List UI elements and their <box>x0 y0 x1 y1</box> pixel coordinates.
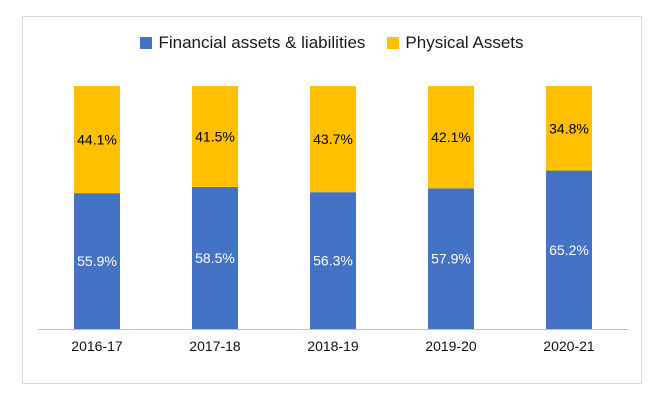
legend-swatch-physical <box>387 37 400 49</box>
legend-item-financial: Financial assets & liabilities <box>140 33 365 53</box>
data-label-financial-2018-19: 56.3% <box>313 253 353 269</box>
x-tick-label-2020-21: 2020-21 <box>543 338 595 354</box>
data-label-physical-2020-21: 34.8% <box>549 120 589 136</box>
x-tick-label-2018-19: 2018-19 <box>307 338 359 354</box>
bar-physical-2019-20 <box>428 86 474 189</box>
data-label-financial-2017-18: 58.5% <box>195 250 235 266</box>
data-label-financial-2016-17: 55.9% <box>77 253 117 269</box>
legend-item-physical: Physical Assets <box>387 33 524 53</box>
bar-financial-2016-17 <box>74 193 120 329</box>
x-tick-label-2016-17: 2016-17 <box>71 338 123 354</box>
bar-physical-2020-21 <box>546 86 592 171</box>
bar-financial-2017-18 <box>192 186 238 329</box>
bar-physical-2017-18 <box>192 86 238 187</box>
bar-physical-2016-17 <box>74 86 120 194</box>
x-tick-label-2019-20: 2019-20 <box>425 338 477 354</box>
legend-label-financial: Financial assets & liabilities <box>158 33 366 52</box>
data-label-physical-2017-18: 41.5% <box>195 128 235 144</box>
legend-label-physical: Physical Assets <box>405 33 524 52</box>
data-label-financial-2020-21: 65.2% <box>549 242 589 258</box>
data-label-physical-2019-20: 42.1% <box>431 129 471 145</box>
bar-financial-2020-21 <box>546 170 592 329</box>
bar-physical-2018-19 <box>310 86 356 193</box>
x-tick-label-2017-18: 2017-18 <box>189 338 241 354</box>
legend-swatch-financial <box>140 37 153 49</box>
bar-financial-2018-19 <box>310 192 356 329</box>
data-label-financial-2019-20: 57.9% <box>431 251 471 267</box>
bar-financial-2019-20 <box>428 188 474 329</box>
data-label-physical-2018-19: 43.7% <box>313 131 353 147</box>
data-label-physical-2016-17: 44.1% <box>77 132 117 148</box>
legend: Financial assets & liabilities Physical … <box>22 30 642 56</box>
